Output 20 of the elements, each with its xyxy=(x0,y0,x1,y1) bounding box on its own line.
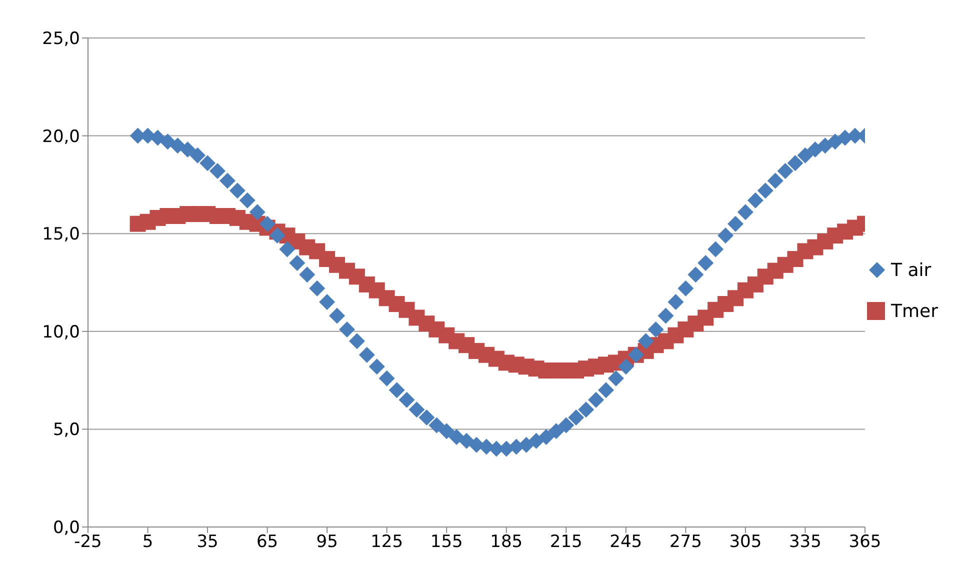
legend-label: T air xyxy=(890,260,932,280)
x-tick-label: 215 xyxy=(550,532,582,552)
y-tick-label: 5,0 xyxy=(52,420,80,440)
x-tick-label: 305 xyxy=(729,532,762,552)
x-tick-label: 125 xyxy=(370,532,404,552)
x-tick-label: 185 xyxy=(490,532,523,552)
x-tick-label: 275 xyxy=(669,532,702,552)
y-tick-label: 15,0 xyxy=(42,224,80,245)
x-tick-label: 35 xyxy=(196,532,218,552)
legend-label: Tmer xyxy=(890,300,938,322)
x-tick-label: 95 xyxy=(316,532,338,552)
y-tick-label: 20,0 xyxy=(42,126,80,147)
y-tick-label: 25,0 xyxy=(42,29,80,50)
x-tick-label: 335 xyxy=(788,532,822,552)
y-tick-label: 10,0 xyxy=(42,322,80,342)
x-tick-label: 245 xyxy=(610,532,642,552)
x-tick-label: 65 xyxy=(256,532,278,552)
x-tick-label: 155 xyxy=(430,532,463,552)
x-tick-label: 5 xyxy=(142,532,154,552)
x-tick-label: 365 xyxy=(848,532,882,552)
